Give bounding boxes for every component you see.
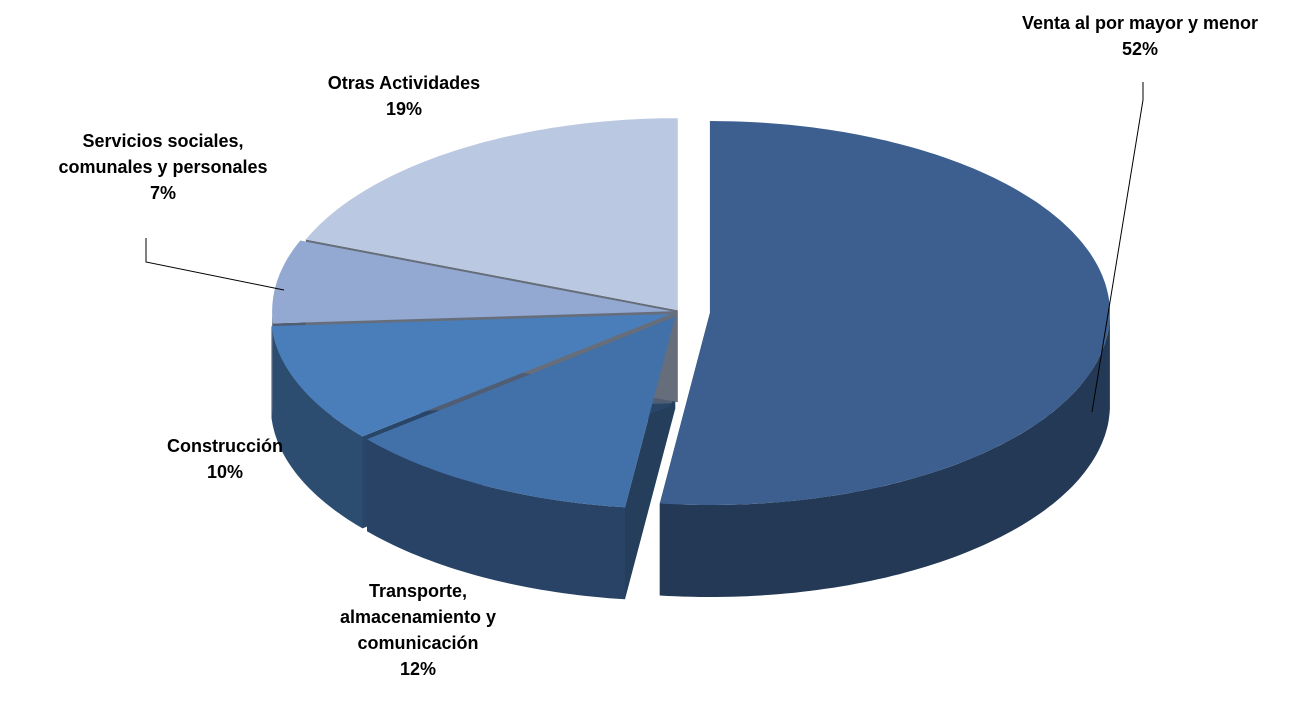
slice-label: Servicios sociales, comunales y personal…	[33, 128, 293, 206]
value-label: 19%	[385, 99, 423, 119]
slice-label: Transporte, almacenamiento y comunicació…	[303, 578, 533, 682]
slice-wall	[367, 439, 625, 600]
slice	[659, 121, 1110, 505]
slice-wall	[659, 313, 1110, 597]
category-label: Construcción	[166, 436, 283, 456]
category-label: Servicios sociales, comunales y personal…	[58, 131, 268, 177]
slice	[367, 316, 676, 508]
slice-label: Venta al por mayor y menor 52%	[975, 10, 1303, 62]
slice-wall	[271, 326, 363, 529]
category-label: Otras Actividades	[327, 73, 481, 93]
slice-label: Construcción 10%	[140, 433, 310, 485]
value-label: 10%	[206, 462, 244, 482]
slice	[305, 118, 678, 311]
leader-line	[145, 238, 285, 291]
leader-line	[1091, 82, 1144, 413]
value-label: 7%	[149, 183, 176, 203]
slice	[271, 314, 671, 437]
category-label: Venta al por mayor y menor	[1021, 13, 1259, 33]
value-label: 12%	[399, 659, 437, 679]
slice	[272, 240, 673, 324]
category-label: Transporte, almacenamiento y comunicació…	[339, 581, 497, 653]
pie	[271, 118, 1110, 600]
slice-wall	[272, 311, 273, 416]
value-label: 52%	[1121, 39, 1159, 59]
slice-label: Otras Actividades 19%	[289, 70, 519, 122]
